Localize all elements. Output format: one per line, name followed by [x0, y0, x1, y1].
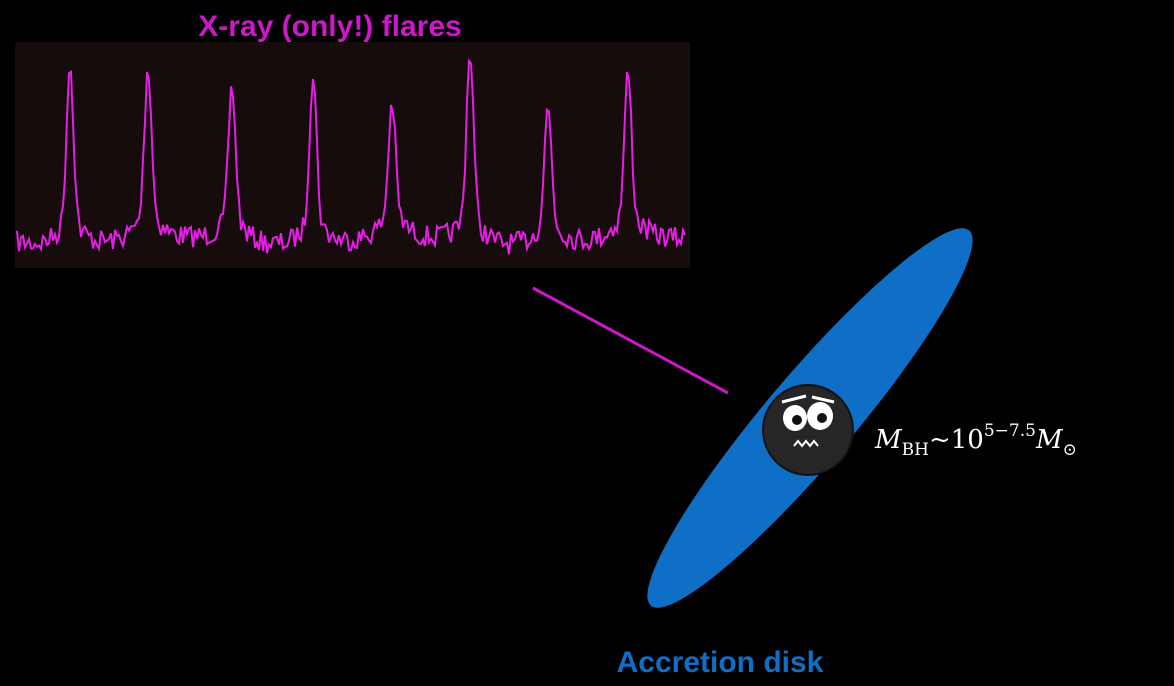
black-hole-body	[763, 385, 853, 475]
exponent: 5−7.5	[984, 421, 1036, 441]
subscript: BH	[902, 440, 929, 460]
tilde: ~	[929, 425, 951, 455]
symbol: M	[874, 425, 903, 455]
sun-symbol: M	[1035, 425, 1064, 455]
sun-subscript: ⊙	[1063, 440, 1077, 460]
page: X-ray (only!) flares MBH~105−7.5M⊙ Accre…	[0, 0, 1174, 686]
disk-label: Accretion disk	[617, 646, 824, 679]
base: 10	[951, 425, 984, 455]
flare-label: X-ray (only!) flares	[198, 10, 461, 43]
pupil	[792, 415, 802, 425]
black-hole	[763, 385, 853, 475]
pupil	[817, 413, 827, 423]
slide: X-ray (only!) flares MBH~105−7.5M⊙ Accre…	[0, 0, 1174, 686]
